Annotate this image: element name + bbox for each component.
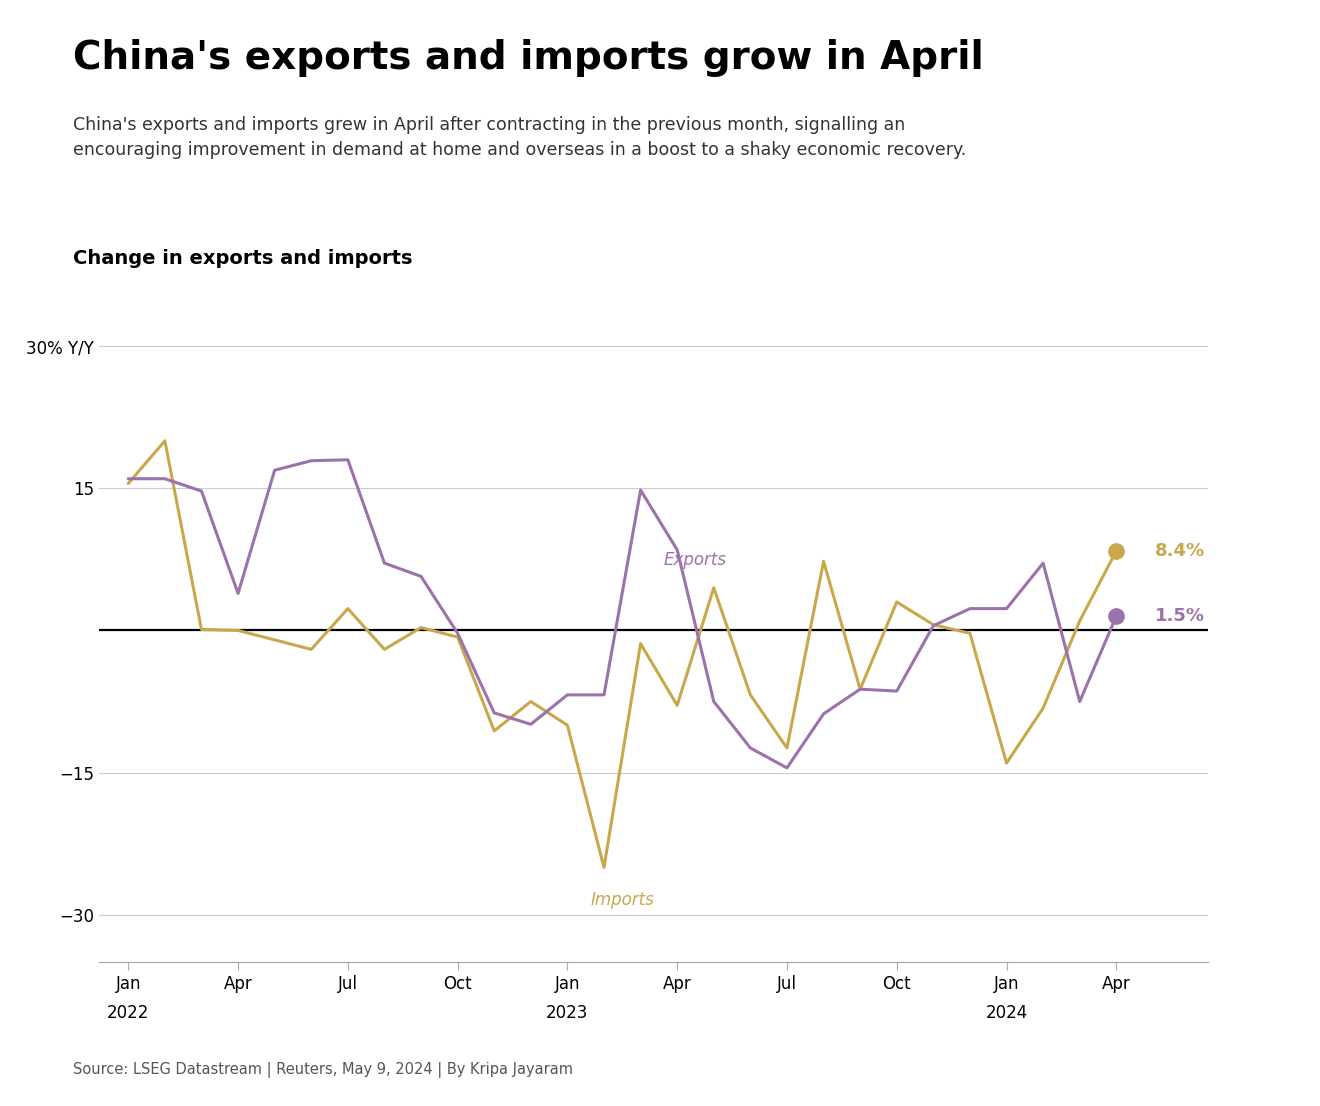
Text: China's exports and imports grew in April after contracting in the previous mont: China's exports and imports grew in Apri…: [73, 116, 966, 159]
Text: 8.4%: 8.4%: [1155, 542, 1205, 560]
Text: China's exports and imports grow in April: China's exports and imports grow in Apri…: [73, 39, 983, 76]
Text: 2023: 2023: [546, 1004, 589, 1022]
Text: Source: LSEG Datastream | Reuters, May 9, 2024 | By Kripa Jayaram: Source: LSEG Datastream | Reuters, May 9…: [73, 1063, 573, 1078]
Text: 2022: 2022: [107, 1004, 149, 1022]
Text: Imports: Imports: [590, 891, 655, 909]
Text: 2024: 2024: [986, 1004, 1028, 1022]
Text: 1.5%: 1.5%: [1155, 607, 1205, 625]
Text: Change in exports and imports: Change in exports and imports: [73, 249, 412, 268]
Text: Exports: Exports: [664, 551, 727, 568]
